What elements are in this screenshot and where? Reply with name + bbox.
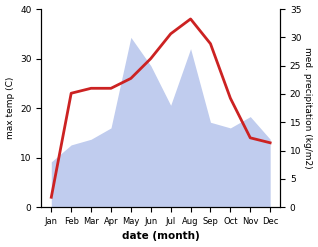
Y-axis label: med. precipitation (kg/m2): med. precipitation (kg/m2) <box>303 47 313 169</box>
X-axis label: date (month): date (month) <box>122 231 200 242</box>
Y-axis label: max temp (C): max temp (C) <box>5 77 15 139</box>
